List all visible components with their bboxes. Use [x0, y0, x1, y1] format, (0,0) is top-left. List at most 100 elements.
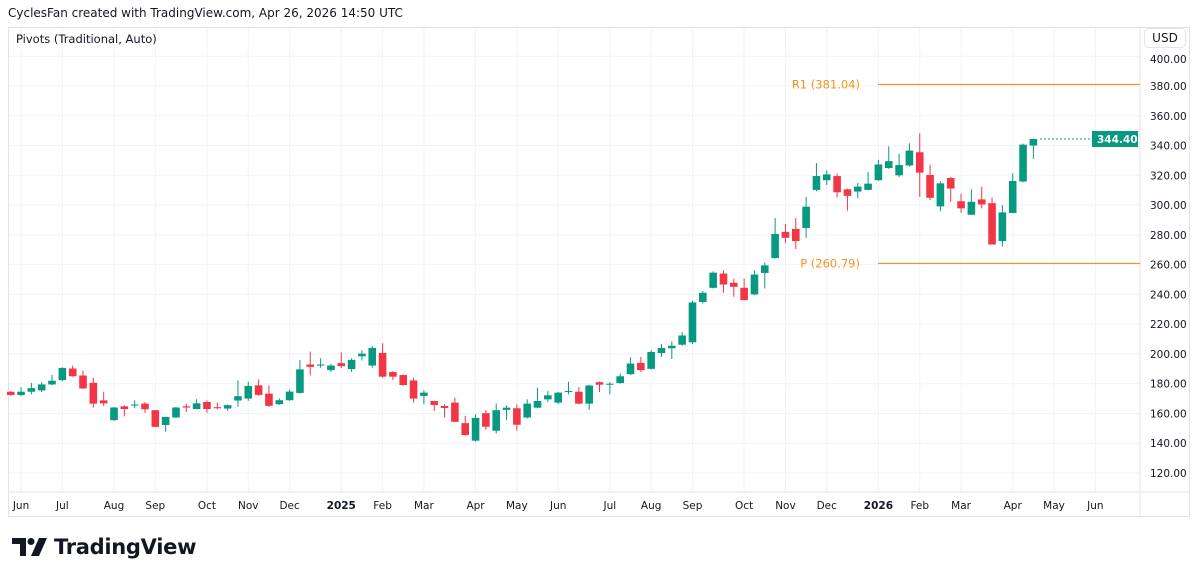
candle-down	[6, 391, 15, 396]
chart-pane[interactable]	[8, 27, 1190, 517]
candle-down	[99, 400, 108, 404]
candle-down	[399, 375, 408, 386]
candle-up	[884, 161, 893, 169]
candle-up	[172, 407, 180, 418]
candle-up	[37, 384, 46, 391]
candle-up	[616, 376, 624, 384]
candle-up	[192, 403, 201, 409]
x-tick-label: Nov	[775, 500, 796, 512]
candle-up	[1029, 138, 1038, 146]
candle-down	[843, 189, 852, 196]
candle-up	[420, 392, 428, 396]
candle-down	[451, 402, 459, 422]
candle-up	[48, 380, 56, 385]
y-tick-label: 240.00	[1150, 289, 1187, 301]
candle-up	[936, 183, 945, 207]
candle-up	[1008, 180, 1017, 213]
candle-up	[771, 233, 779, 259]
x-tick-label: Oct	[735, 500, 753, 512]
y-tick-label: 360.00	[1150, 111, 1187, 123]
candle-up	[234, 396, 242, 401]
candle-down	[915, 152, 924, 173]
pivot-label-p: P (260.79)	[800, 256, 860, 270]
candle-down	[378, 352, 387, 377]
y-tick-label: 160.00	[1150, 408, 1187, 420]
tradingview-logo[interactable]: TradingView	[12, 535, 196, 559]
y-tick-label: 140.00	[1150, 438, 1187, 450]
x-tick-label: Apr	[1004, 500, 1023, 512]
candle-down	[957, 201, 965, 209]
candle-up	[285, 391, 294, 401]
candle-up	[647, 351, 655, 369]
candle-up	[316, 364, 325, 366]
candle-up	[606, 383, 614, 385]
y-tick-label: 300.00	[1150, 200, 1187, 212]
candle-down	[68, 368, 77, 377]
x-tick-label: Dec	[279, 500, 300, 512]
x-tick-label: 2026	[864, 500, 893, 512]
candle-up	[905, 150, 914, 166]
candle-down	[265, 393, 273, 406]
candle-up	[760, 265, 769, 273]
candle-down	[637, 362, 645, 371]
candle-up	[709, 272, 717, 288]
candle-up	[296, 369, 304, 393]
candle-up	[874, 164, 883, 181]
y-tick-label: 380.00	[1150, 81, 1187, 93]
candle-up	[502, 407, 511, 410]
candle-up	[523, 403, 531, 418]
candle-up	[699, 292, 707, 302]
x-tick-label: Jul	[603, 500, 617, 512]
candle-down	[389, 372, 397, 377]
candle-up	[822, 174, 831, 181]
x-tick-label: Sep	[145, 500, 165, 512]
chart-credit: CyclesFan created with TradingView.com, …	[8, 6, 403, 20]
candle-up	[895, 165, 903, 176]
y-tick-label: 340.00	[1150, 141, 1187, 153]
candle-down	[141, 403, 149, 410]
y-tick-label: 120.00	[1150, 468, 1187, 480]
candle-down	[461, 423, 470, 436]
candle-down	[120, 406, 129, 409]
candle-up	[750, 274, 759, 295]
candle-down	[89, 382, 98, 404]
x-tick-label: May	[506, 500, 528, 512]
candle-up	[585, 385, 593, 404]
y-tick-label: 220.00	[1150, 319, 1187, 331]
candle-down	[513, 408, 521, 425]
candle-up	[58, 367, 67, 381]
candle-up	[130, 404, 139, 406]
x-tick-label: 2025	[327, 500, 356, 512]
candle-up	[533, 400, 542, 408]
indicator-legend[interactable]: Pivots (Traditional, Auto)	[16, 32, 157, 46]
candle-down	[337, 363, 346, 367]
y-tick-label: 320.00	[1150, 170, 1187, 182]
candle-up	[657, 347, 666, 354]
y-tick-label: 280.00	[1150, 230, 1187, 242]
candle-up	[17, 391, 25, 396]
x-tick-label: Jun	[549, 500, 566, 512]
candle-up	[368, 347, 377, 366]
last-price-label: 344.40	[1097, 134, 1138, 146]
candle-up	[967, 201, 976, 215]
candle-down	[203, 402, 211, 409]
candle-down	[575, 391, 583, 404]
candle-up	[864, 183, 872, 190]
candle-down	[740, 287, 748, 301]
tradingview-logo-text: TradingView	[54, 535, 197, 559]
candle-down	[926, 175, 934, 198]
candle-up	[668, 345, 676, 349]
candle-up	[688, 302, 697, 343]
tradingview-logo-icon	[12, 538, 47, 556]
candle-up	[223, 405, 232, 409]
candle-down	[719, 273, 728, 285]
candle-up	[358, 353, 366, 357]
candle-down	[781, 231, 790, 238]
x-tick-label: Aug	[641, 500, 662, 512]
currency-button[interactable]: USD	[1144, 28, 1186, 48]
candle-up	[626, 363, 635, 375]
candle-down	[151, 410, 160, 427]
candle-up	[492, 410, 501, 431]
candle-up	[244, 385, 253, 399]
